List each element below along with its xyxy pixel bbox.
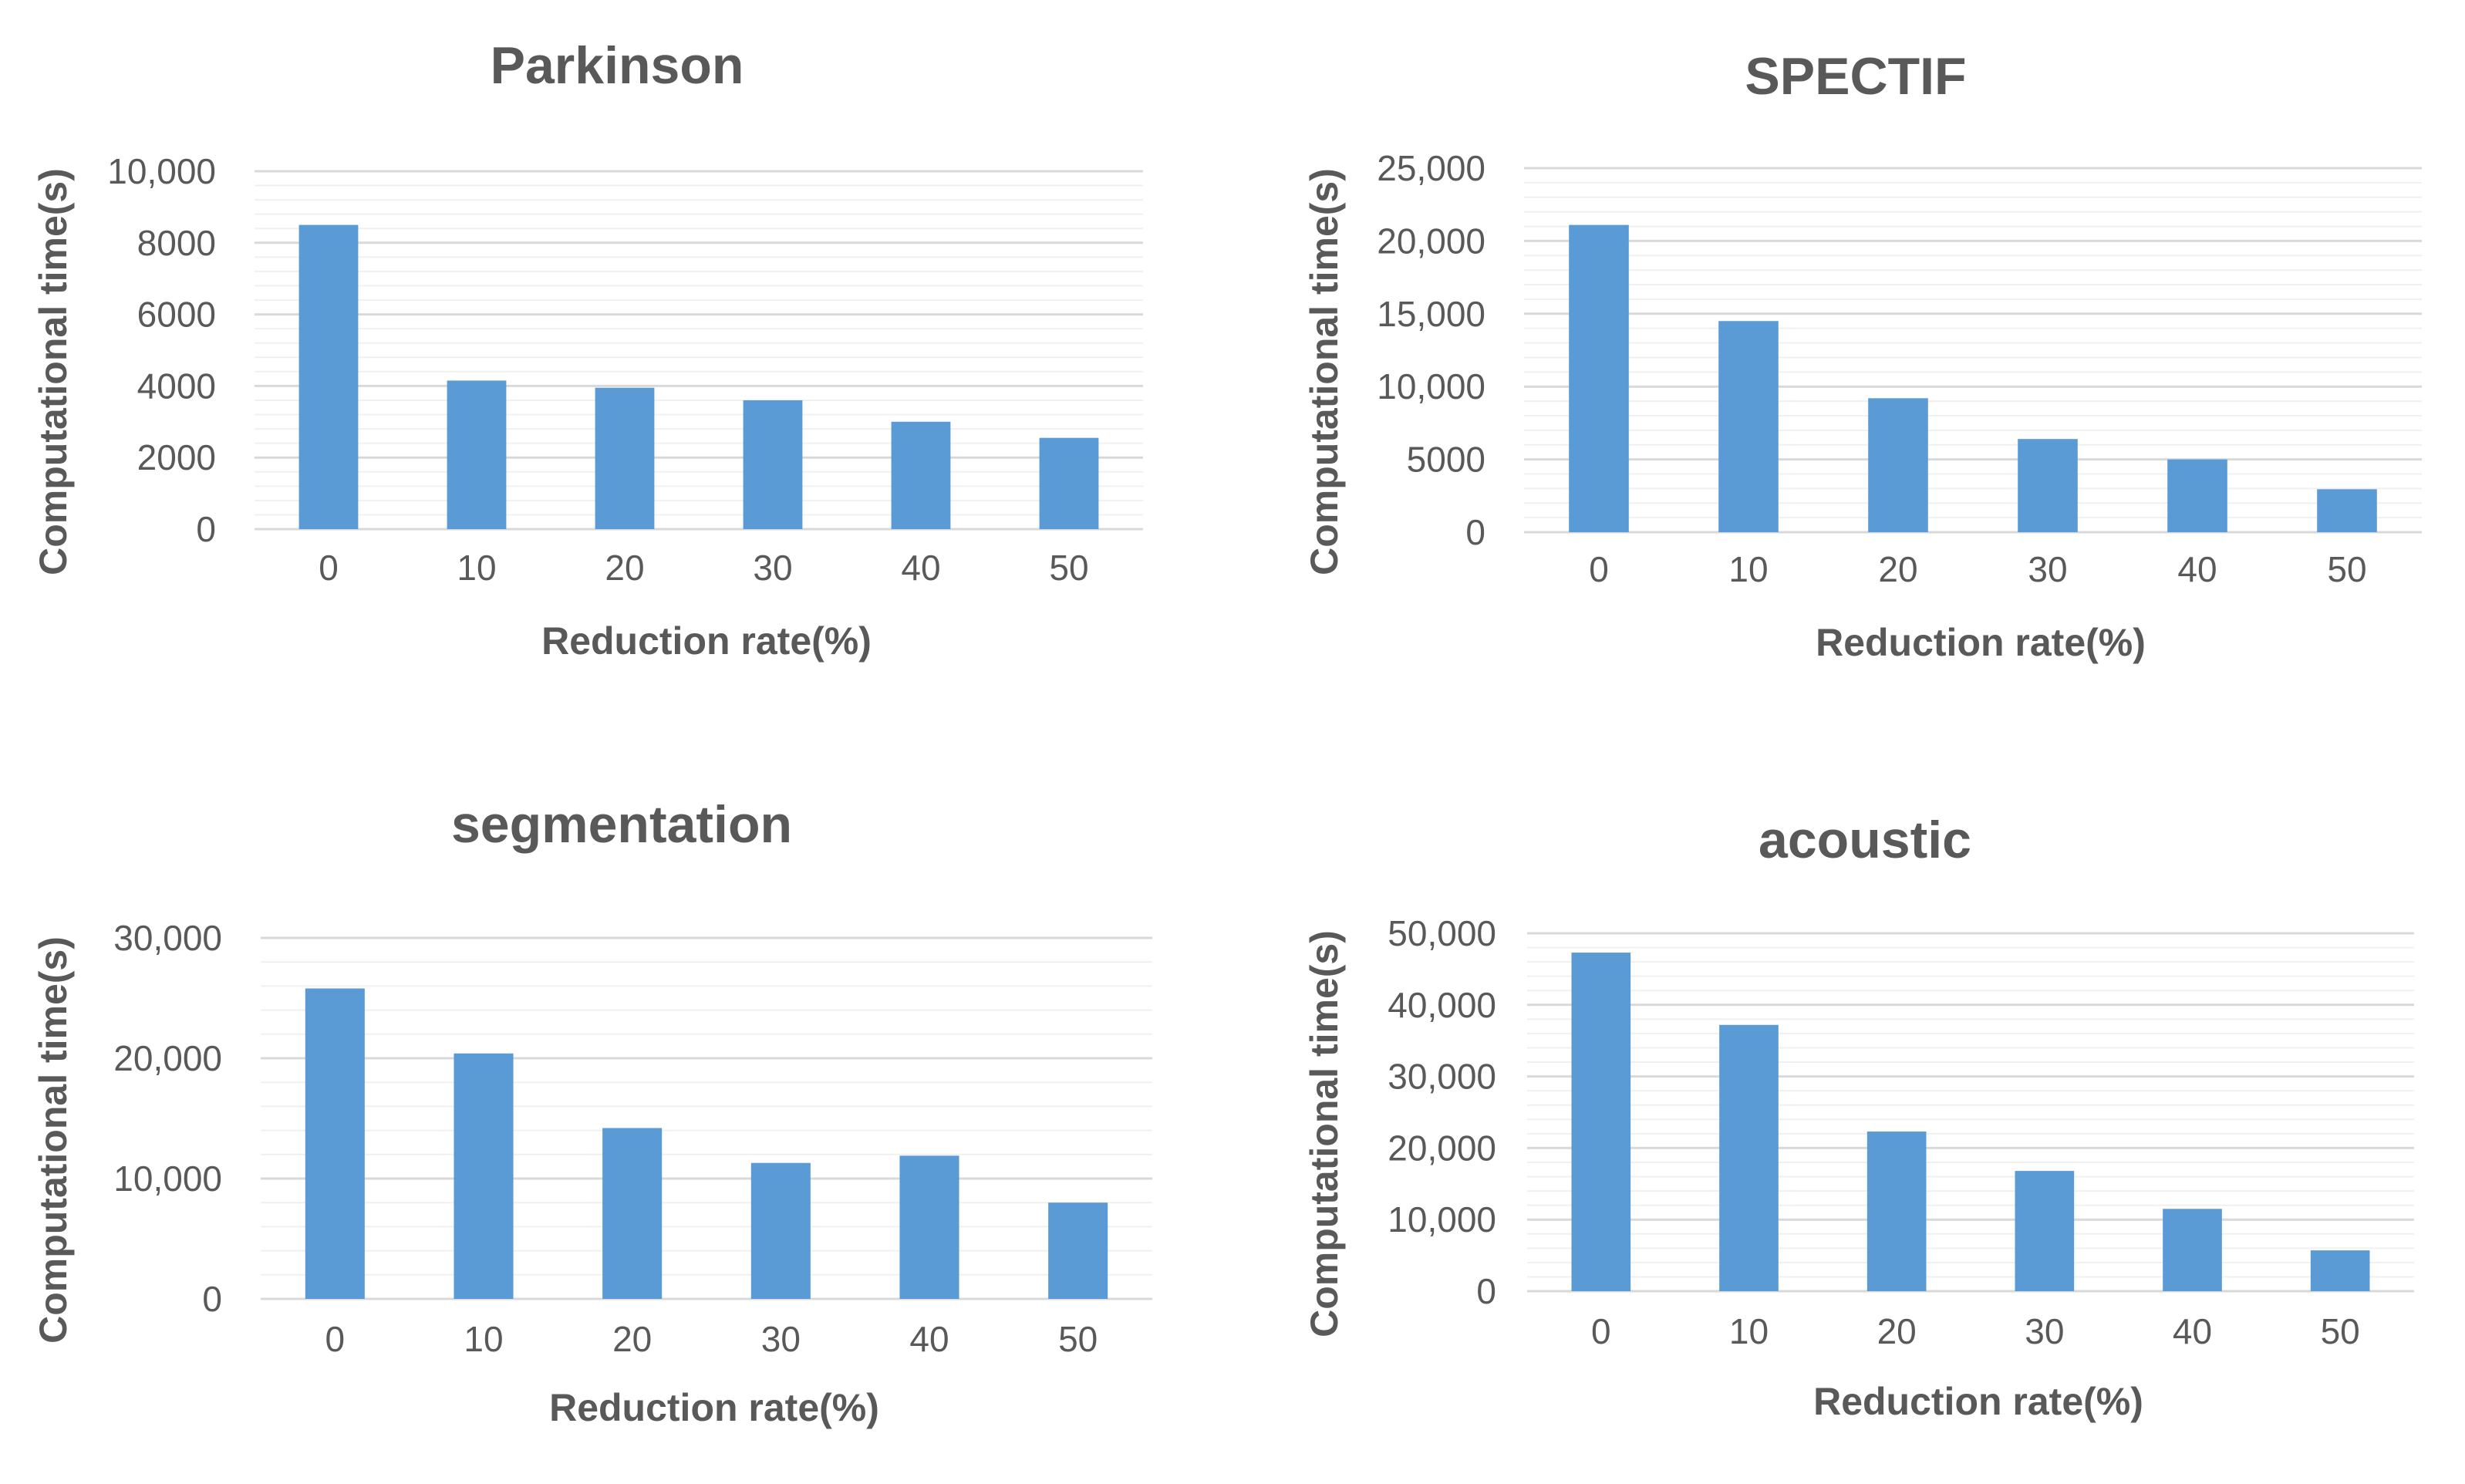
- x-tick-label: 10: [464, 1319, 503, 1359]
- x-tick-label: 20: [1877, 1311, 1917, 1351]
- y-tick-label: 15,000: [1377, 294, 1485, 334]
- x-tick-label: 0: [1591, 1311, 1611, 1351]
- x-tick-label: 0: [319, 548, 339, 588]
- y-tick-label: 20,000: [1388, 1128, 1496, 1168]
- x-tick-label: 50: [2327, 549, 2366, 589]
- x-tick-label: 40: [2173, 1311, 2212, 1351]
- bar-30: [750, 1162, 811, 1299]
- x-tick-label: 10: [1728, 549, 1768, 589]
- y-axis-label: Computational time(s): [32, 936, 75, 1344]
- y-axis-label: Computational time(s): [32, 168, 75, 575]
- bar-10: [454, 1053, 514, 1299]
- bar-10: [1718, 321, 1779, 532]
- x-tick-label: 40: [909, 1319, 949, 1359]
- y-tick-label: 30,000: [1388, 1057, 1496, 1097]
- x-tick-label: 0: [325, 1319, 346, 1359]
- y-tick-label: 10,000: [1388, 1199, 1496, 1239]
- bar-20: [602, 1128, 663, 1299]
- bar-10: [447, 380, 507, 529]
- x-tick-label: 20: [605, 548, 644, 588]
- chart-panel-4: 0 10,000 20,000 30,000 40,000 50,000 0 10 20 30 40…: [1303, 811, 2414, 1423]
- y-tick-label: 5000: [1407, 440, 1485, 480]
- x-axis-label: Reduction rate(%): [1813, 1380, 2143, 1423]
- x-tick-label: 50: [1049, 548, 1088, 588]
- y-tick-label: 40,000: [1388, 985, 1496, 1025]
- bar-0: [1569, 224, 1629, 532]
- x-axis-label: Reduction rate(%): [541, 619, 872, 663]
- y-tick-label: 10,000: [107, 151, 216, 191]
- bar-40: [899, 1155, 959, 1299]
- x-tick-label: 40: [901, 548, 940, 588]
- y-tick-label: 10,000: [113, 1159, 222, 1199]
- bar-40: [2167, 459, 2227, 532]
- x-tick-label: 30: [2028, 549, 2067, 589]
- y-tick-label: 0: [1465, 512, 1485, 552]
- bar-30: [2018, 439, 2078, 532]
- y-tick-label: 0: [196, 509, 216, 549]
- bar-50: [2317, 489, 2377, 532]
- chart-panel-3: 0 10,000 20,000 30,000 0 10 20 30 40 50 segmentati…: [32, 795, 1152, 1429]
- chart-title: SPECTIF: [1745, 47, 1966, 106]
- x-tick-label: 30: [753, 548, 792, 588]
- bar-40: [2163, 1209, 2222, 1291]
- x-tick-label: 30: [761, 1319, 801, 1359]
- bar-20: [595, 387, 655, 529]
- y-tick-label: 30,000: [113, 918, 222, 958]
- x-axis-label: Reduction rate(%): [549, 1386, 879, 1429]
- x-tick-label: 40: [2177, 549, 2217, 589]
- chart-panel-2: 0 5000 10,000 15,000 20,000 25,000 0 10 20 30 40 50…: [1303, 47, 2422, 664]
- y-tick-label: 6000: [137, 295, 216, 335]
- y-tick-label: 0: [202, 1279, 222, 1319]
- bar-30: [2015, 1171, 2075, 1291]
- bar-30: [743, 400, 803, 529]
- bar-50: [1048, 1202, 1108, 1299]
- bar-50: [1039, 437, 1099, 529]
- y-tick-label: 0: [1476, 1271, 1496, 1311]
- bar-50: [2310, 1250, 2370, 1291]
- y-tick-label: 10,000: [1377, 366, 1485, 406]
- chart-title: segmentation: [451, 795, 792, 854]
- y-axis-label: Computational time(s): [1303, 168, 1346, 575]
- x-tick-label: 20: [612, 1319, 652, 1359]
- y-tick-label: 50,000: [1388, 913, 1496, 953]
- chart-title: acoustic: [1759, 811, 1971, 869]
- bar-0: [298, 224, 359, 529]
- chart-panel-1: 0 2000 4000 6000 8000 10,000 0 10 20 30 40 50 Parkin…: [32, 36, 1143, 663]
- x-axis-label: Reduction rate(%): [1816, 621, 2146, 664]
- y-tick-label: 2000: [137, 437, 216, 477]
- bar-40: [891, 421, 951, 529]
- x-tick-label: 10: [1729, 1311, 1769, 1351]
- bar-20: [1868, 398, 1928, 532]
- y-tick-label: 25,000: [1377, 148, 1485, 188]
- x-tick-label: 10: [457, 548, 496, 588]
- x-tick-label: 0: [1589, 549, 1609, 589]
- y-tick-label: 4000: [137, 366, 216, 406]
- bar-10: [1719, 1024, 1779, 1291]
- y-tick-label: 20,000: [113, 1038, 222, 1078]
- y-tick-label: 20,000: [1377, 221, 1485, 261]
- x-tick-label: 20: [1878, 549, 1917, 589]
- bar-0: [1571, 953, 1631, 1291]
- y-tick-label: 8000: [137, 223, 216, 263]
- chart-title: Parkinson: [491, 36, 744, 95]
- y-axis-label: Computational time(s): [1303, 930, 1346, 1337]
- x-tick-label: 30: [2025, 1311, 2064, 1351]
- bar-20: [1866, 1132, 1927, 1291]
- x-tick-label: 50: [1058, 1319, 1098, 1359]
- x-tick-label: 50: [2321, 1311, 2360, 1351]
- bar-0: [305, 988, 365, 1299]
